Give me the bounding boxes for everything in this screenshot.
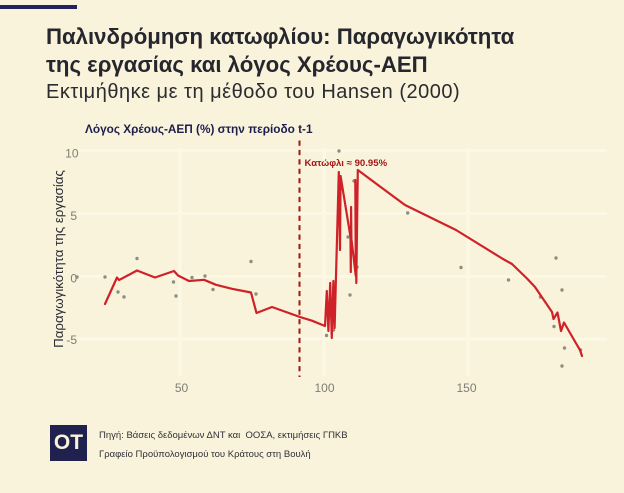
svg-text:-5: -5 [66, 333, 77, 347]
svg-text:0: 0 [70, 271, 77, 285]
svg-text:100: 100 [314, 381, 334, 395]
svg-text:50: 50 [175, 381, 189, 395]
svg-text:10: 10 [65, 146, 79, 160]
svg-text:Λόγος Χρέους-ΑΕΠ (%) στην περί: Λόγος Χρέους-ΑΕΠ (%) στην περίοδο t-1 [85, 122, 313, 136]
svg-text:Παραγωγικότητα της εργασίας: Παραγωγικότητα της εργασίας [51, 170, 66, 348]
svg-text:Κατώφλι ≈ 90.95%: Κατώφλι ≈ 90.95% [305, 158, 388, 169]
svg-text:5: 5 [70, 209, 77, 223]
svg-text:150: 150 [456, 381, 476, 395]
